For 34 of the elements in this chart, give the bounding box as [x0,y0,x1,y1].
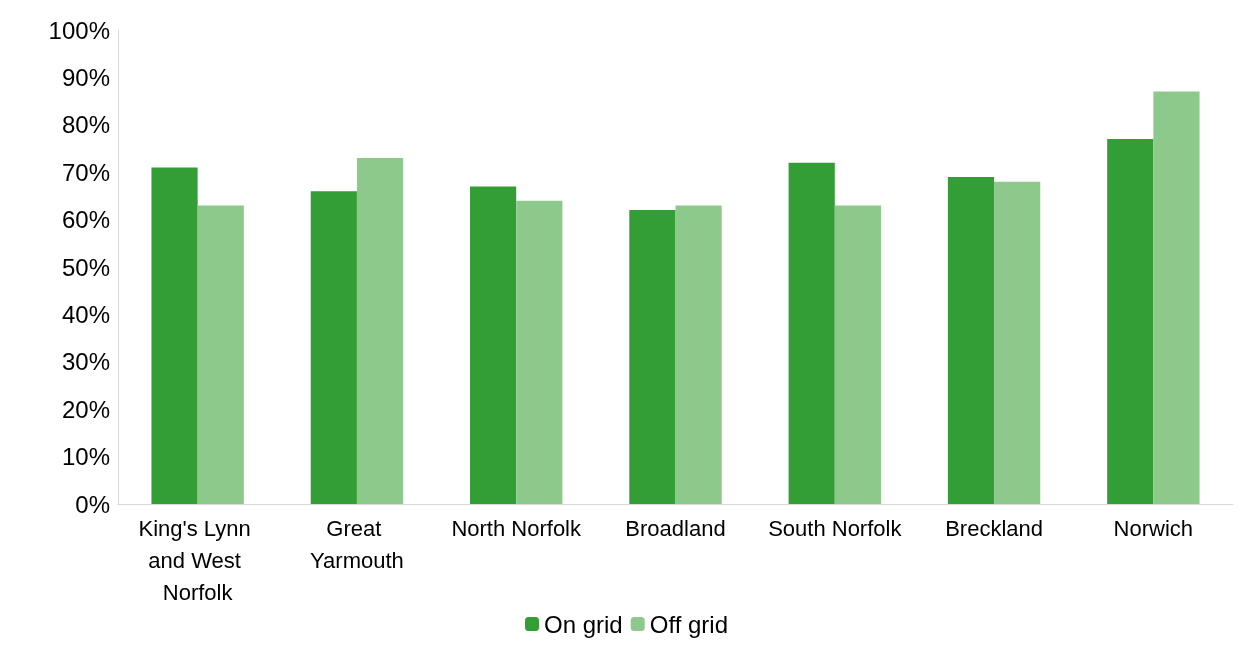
bar [516,200,563,504]
bar [197,205,244,504]
bar [834,205,881,504]
bar [788,162,835,504]
y-tick-label: 70% [61,158,110,186]
x-tick-label: Norwich [1113,515,1194,541]
y-tick-label: 80% [61,111,110,139]
bar [310,191,357,504]
legend-label: On grid [544,610,623,638]
bar [947,176,995,504]
bar [356,157,404,504]
x-tick-label: Broadland [625,515,726,541]
bar [994,181,1041,504]
bar [470,186,517,504]
y-tick-label: 100% [48,16,110,44]
bar [1153,91,1200,504]
y-tick-label: 30% [61,348,110,376]
x-tick-label: Breckland [945,515,1043,541]
y-tick-label: 50% [61,253,110,281]
bar [629,210,676,504]
bar [675,205,722,504]
y-tick-label: 60% [61,206,110,234]
y-tick-label: 10% [61,443,110,471]
legend-label: Off grid [649,610,728,638]
y-tick-label: 40% [61,300,110,328]
x-tick-label: South Norfolk [768,515,903,541]
y-tick-label: 20% [61,395,110,423]
bar [1107,139,1154,504]
y-tick-label: 0% [75,490,110,518]
bar [151,167,198,504]
x-tick-label: Great Yarmouth [310,515,404,573]
y-tick-label: 90% [61,63,110,91]
x-tick-label: King's Lynn and West Norfolk [138,515,257,605]
x-tick-label: North Norfolk [451,515,583,541]
